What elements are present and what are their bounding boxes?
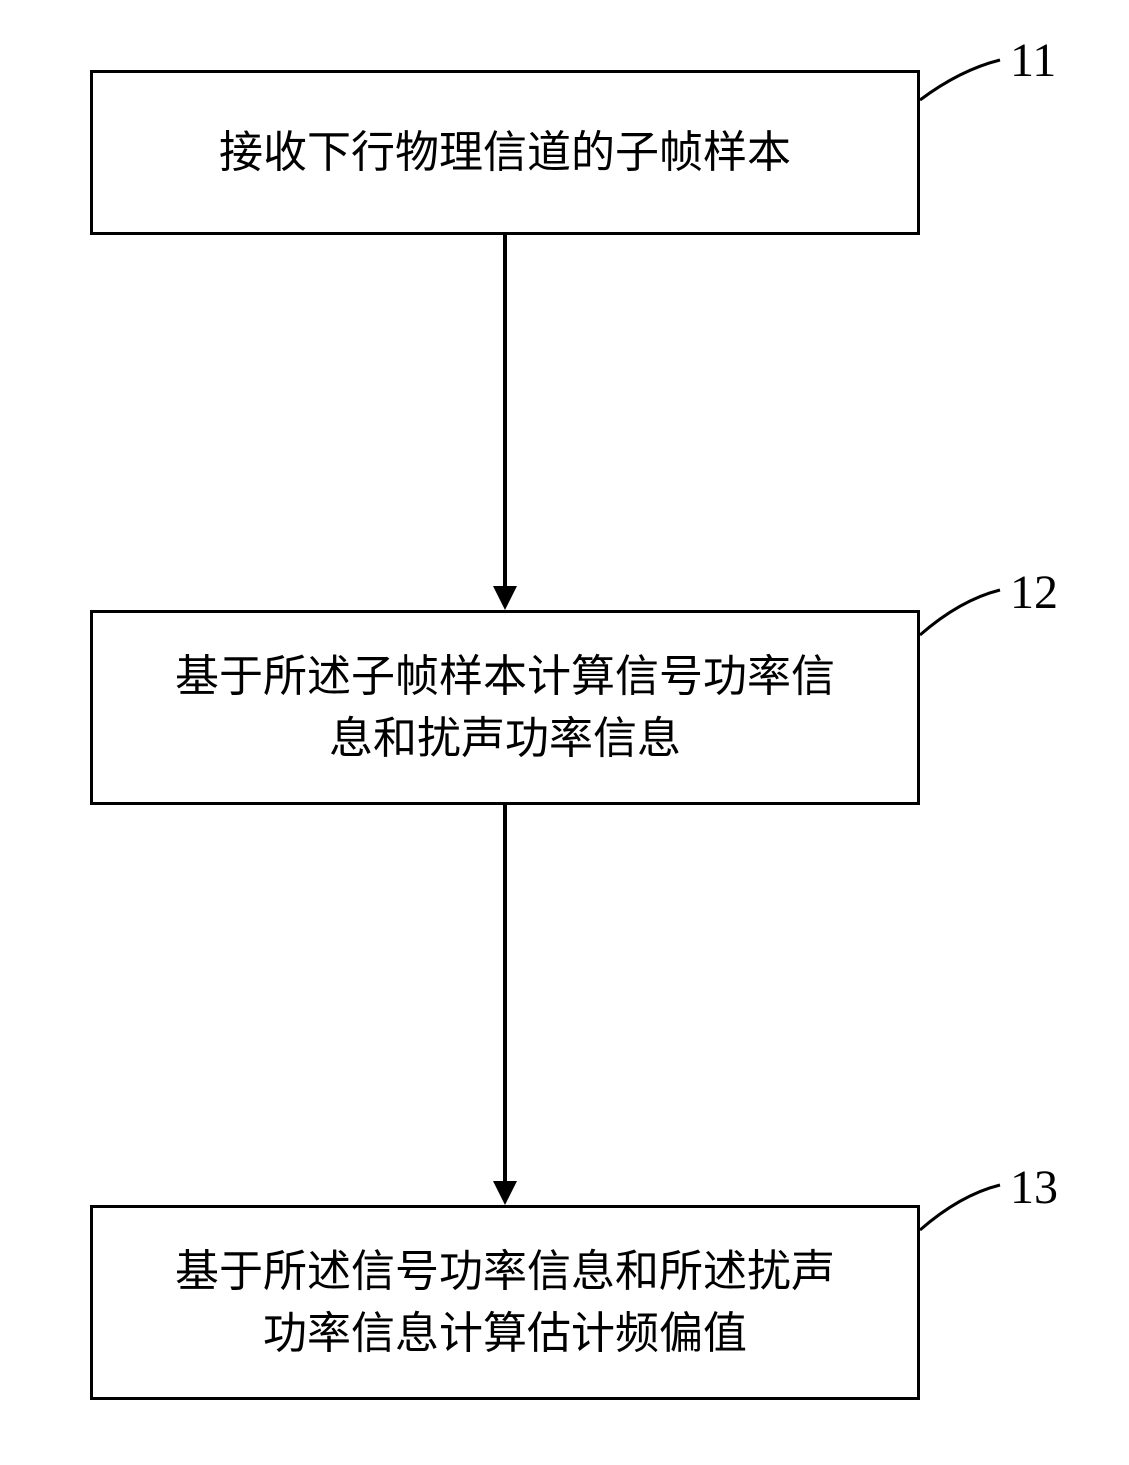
callout-line-3 [0,0,1129,1305]
label-3: 13 [1010,1160,1058,1215]
flowchart-container: 接收下行物理信道的子帧样本 11 基于所述子帧样本计算信号功率信息和扰声功率信息… [0,0,1129,1465]
